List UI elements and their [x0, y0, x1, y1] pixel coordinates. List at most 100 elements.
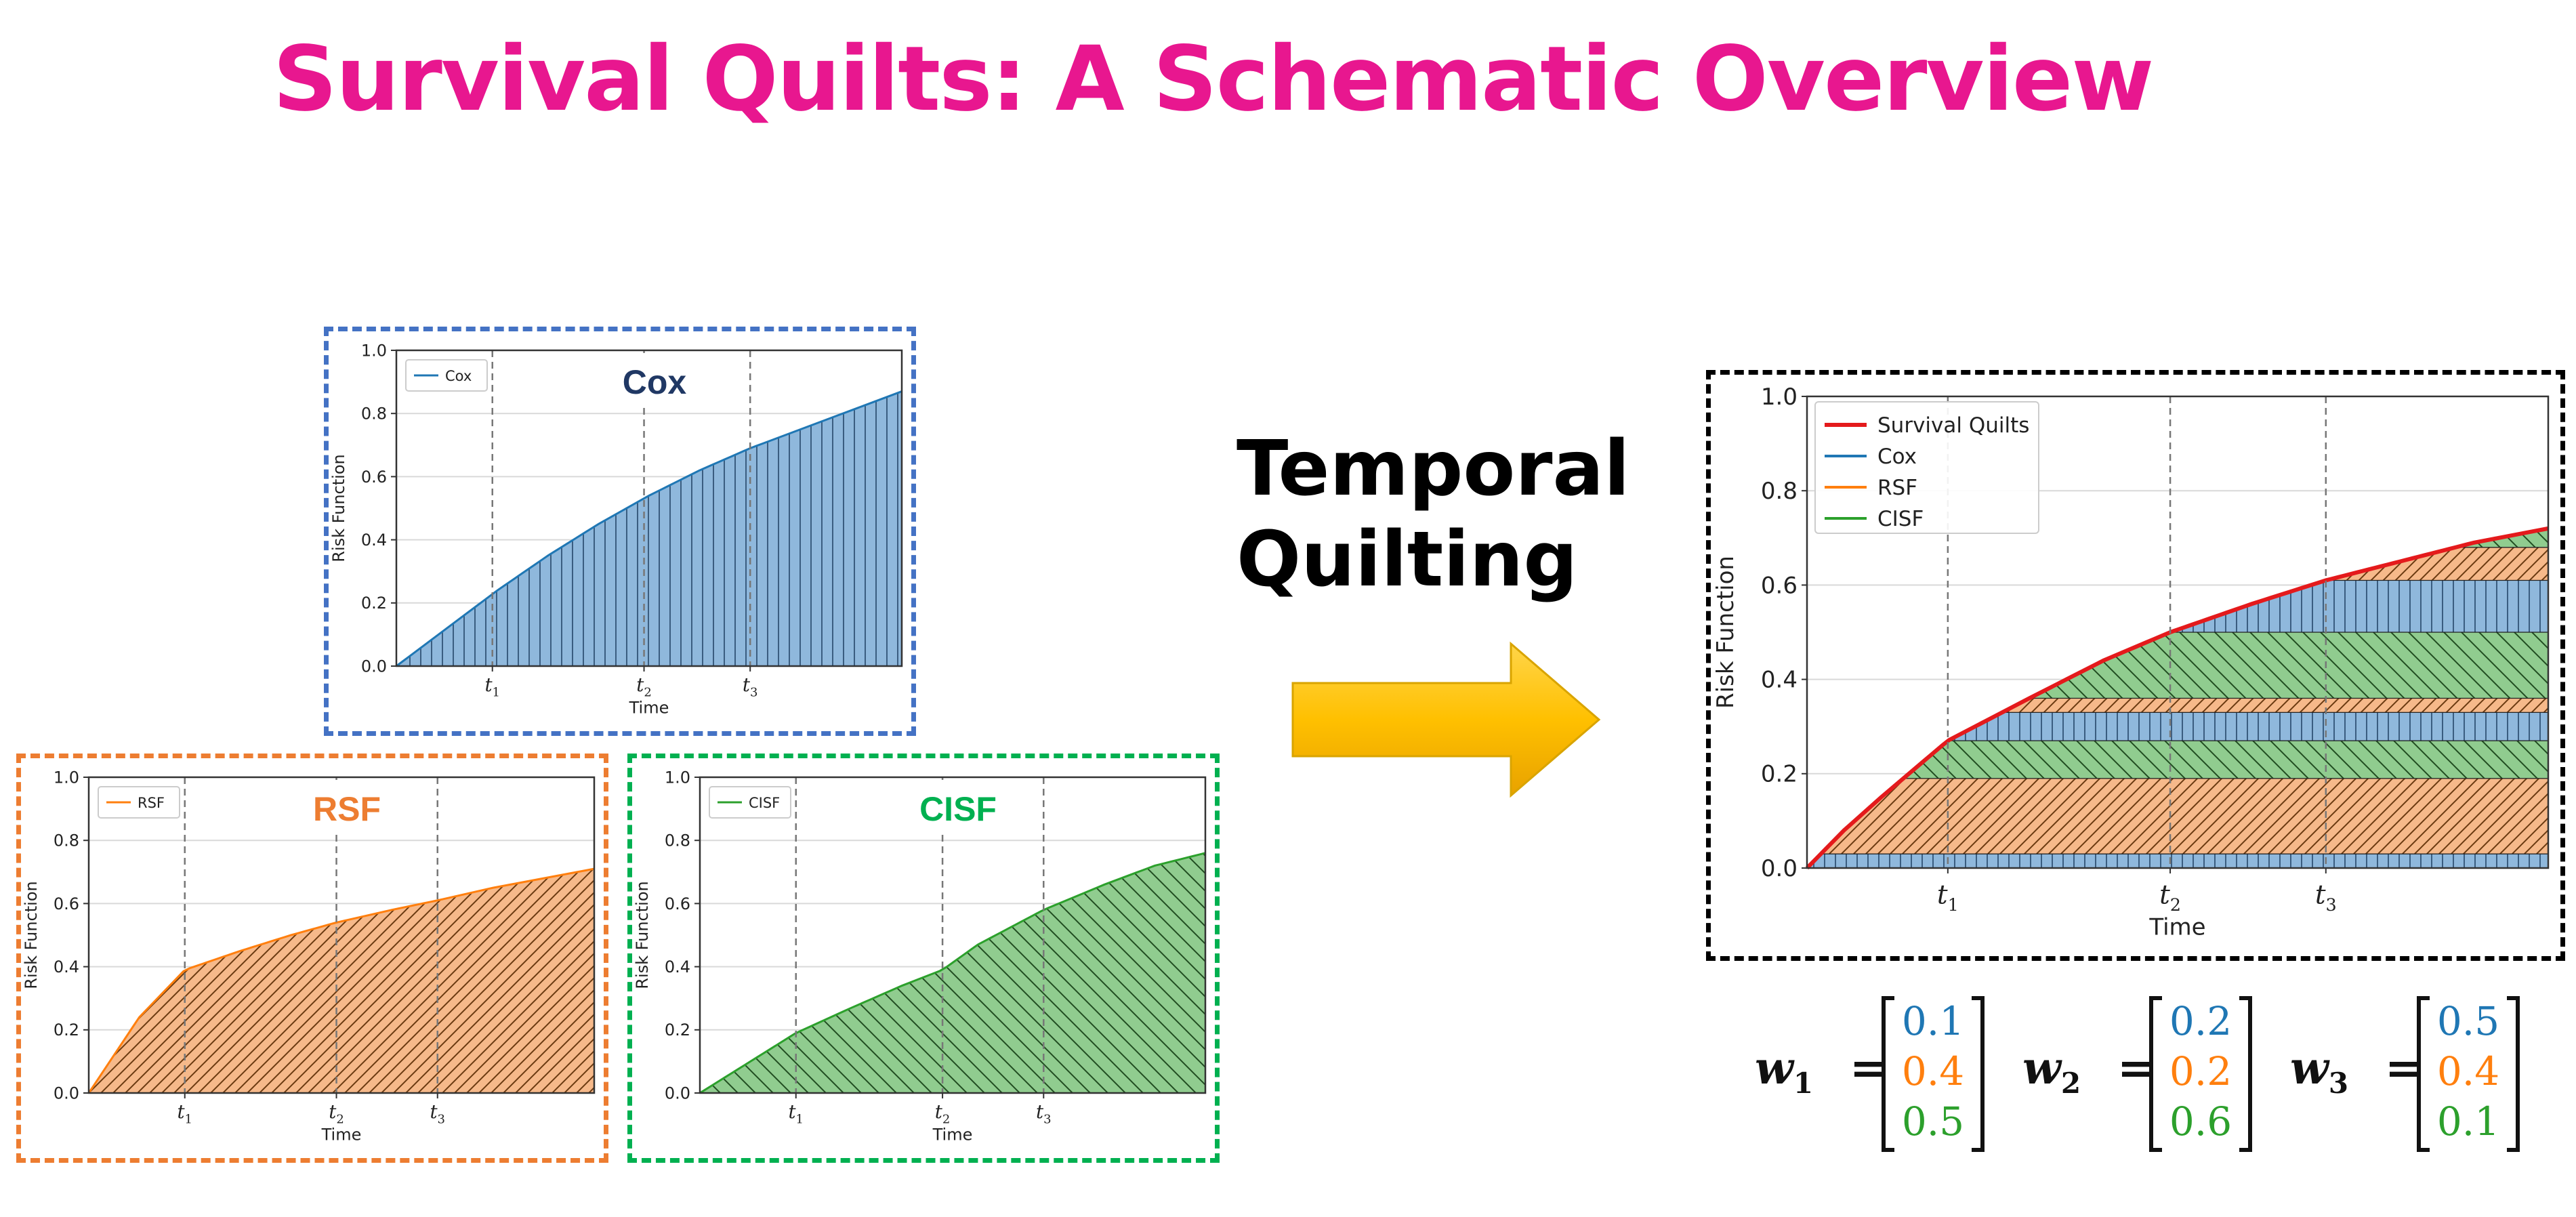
- weight-value: 0.6: [2169, 1098, 2232, 1144]
- legend: RSF: [98, 786, 180, 819]
- model-label-box: [887, 780, 1030, 834]
- x-axis-label: Time: [321, 1126, 362, 1144]
- cox-chart: 0.0 0.2 0.4 0.6 0.8 1.0 t1 t2 t3 Time Risk Functio…: [329, 341, 903, 718]
- quilt-band-rsf: [1807, 697, 2548, 713]
- x-tick-label: t2: [935, 1100, 951, 1126]
- cox-area: [396, 391, 902, 666]
- quilt-chart: 0.0 0.2 0.4 0.6 0.8 1.0 t1 t2 t3 Time Risk Functio…: [1712, 384, 2550, 941]
- y-tick-label: 0.4: [1761, 667, 1798, 694]
- cisf-area: [700, 852, 1205, 1093]
- rsf-area: [89, 869, 594, 1093]
- y-tick-label: 0.0: [361, 657, 387, 676]
- weight-value: 0.1: [2437, 1098, 2499, 1144]
- y-tick-label: 0.0: [1761, 855, 1798, 882]
- model-label-box: [276, 780, 419, 834]
- legend-entry: Cox: [445, 368, 472, 384]
- legend-entry: RSF: [138, 795, 165, 811]
- y-tick-label: 1.0: [665, 768, 690, 787]
- weight-value: 0.5: [2437, 998, 2499, 1044]
- x-tick-label: t1: [484, 674, 500, 699]
- cisf-curve: [699, 852, 1206, 1094]
- right-bracket: [2239, 996, 2252, 1152]
- rsf-panel: 0.0 0.2 0.4 0.6 0.8 1.0 t1 t2 t3 Time Risk Functio…: [16, 754, 608, 1163]
- quilt-band-cox: [1807, 579, 2548, 633]
- weight-value: 0.5: [1902, 1098, 1964, 1144]
- quilt-band-cox: [1807, 711, 2548, 741]
- cox-panel: 0.0 0.2 0.4 0.6 0.8 1.0 t1 t2 t3 Time Risk Functio…: [324, 327, 916, 736]
- quilt-band-cisf: [1807, 632, 2548, 699]
- y-tick-label: 0.4: [361, 531, 387, 550]
- right-bracket: [1972, 996, 1985, 1152]
- weight-symbol: w1: [1755, 1041, 1813, 1100]
- legend: Survival Quilts Cox RSF CISF: [1814, 401, 2039, 534]
- x-tick-label: t3: [2315, 880, 2337, 915]
- y-tick-label: 0.8: [361, 405, 387, 424]
- legend-entry: CISF: [1877, 507, 1924, 531]
- y-tick-label: 0.8: [1761, 478, 1798, 505]
- temporal-quilting-line1: Temporal: [1237, 425, 1630, 513]
- y-axis-label: Risk Function: [22, 881, 41, 989]
- weight-value: 0.2: [2169, 1048, 2232, 1094]
- temporal-quilting-line2: Quilting: [1237, 516, 1578, 604]
- y-tick-label: 0.4: [665, 957, 690, 976]
- axes-frame: [395, 349, 903, 667]
- y-tick-label: 0.6: [54, 894, 79, 913]
- x-axis-label: Time: [932, 1126, 973, 1144]
- legend-box: [1814, 401, 2039, 534]
- survival-quilts-curve: [1805, 526, 2549, 870]
- weight-vectors: w1 = 0.1 0.4 0.5 w2 = 0.2 0.2 0.6 w3 = 0.5 0.4 0.1: [1748, 986, 2576, 1162]
- weights-svg: w1 =0.10.40.5w2 =0.20.20.6w3 =0.50.40.1: [1755, 996, 2520, 1152]
- x-tick-label: t1: [1937, 880, 1959, 915]
- y-axis-label: Risk Function: [633, 881, 652, 989]
- y-tick-label: 0.4: [54, 957, 79, 976]
- weight-value: 0.4: [2437, 1048, 2499, 1094]
- y-tick-label: 0.6: [361, 468, 387, 487]
- legend-entry: CISF: [749, 795, 780, 811]
- y-tick-label: 0.0: [54, 1084, 79, 1102]
- x-tick-label: t2: [2159, 880, 2181, 915]
- x-tick-label: t2: [636, 674, 652, 699]
- axes-frame: [87, 776, 596, 1094]
- y-tick-label: 1.0: [1761, 384, 1798, 411]
- y-tick-label: 0.6: [1761, 572, 1798, 599]
- weight-symbol: w3: [2290, 1041, 2348, 1100]
- weight-value: 0.4: [1902, 1048, 1964, 1094]
- y-tick-label: 1.0: [361, 341, 387, 360]
- x-tick-label: t3: [430, 1100, 445, 1126]
- y-tick-label: 1.0: [54, 768, 79, 787]
- equals-sign: =: [1850, 1041, 1887, 1094]
- x-tick-label: t2: [329, 1100, 344, 1126]
- legend-box: [405, 359, 488, 392]
- legend-entry: RSF: [1877, 476, 1917, 500]
- quilt-band-cox: [1807, 853, 2548, 868]
- rsf-curve: [87, 867, 595, 1094]
- legend-box: [709, 786, 791, 819]
- left-bracket: [2149, 996, 2162, 1152]
- survival-quilts-panel: 0.0 0.2 0.4 0.6 0.8 1.0 t1 t2 t3 Time Risk Functio…: [1706, 370, 2565, 961]
- x-tick-label: t3: [1036, 1100, 1052, 1126]
- legend-entry: Survival Quilts: [1877, 413, 2029, 438]
- diagram-title: Survival Quilts: A Schematic Overview: [272, 27, 2155, 131]
- right-bracket: [2507, 996, 2520, 1152]
- axes-frame: [1806, 395, 2550, 869]
- quilt-band-cisf: [1807, 740, 2548, 779]
- right-arrow-icon: [1291, 641, 1601, 798]
- x-tick-label: t1: [788, 1100, 804, 1126]
- weight-symbol: w2: [2022, 1041, 2081, 1100]
- y-tick-label: 0.8: [665, 831, 690, 850]
- x-axis-label: Time: [2148, 914, 2205, 941]
- y-tick-label: 0.8: [54, 831, 79, 850]
- legend: CISF: [709, 786, 791, 819]
- y-tick-label: 0.0: [665, 1084, 690, 1102]
- model-label: CISF: [919, 790, 997, 828]
- equals-sign: =: [2117, 1041, 2155, 1094]
- cisf-chart: 0.0 0.2 0.4 0.6 0.8 1.0 t1 t2 t3 Time Risk Functio…: [633, 768, 1207, 1144]
- y-axis-label: Risk Function: [1712, 556, 1739, 709]
- cisf-panel: 0.0 0.2 0.4 0.6 0.8 1.0 t1 t2 t3 Time Risk Functio…: [627, 754, 1220, 1163]
- model-label-box: [583, 353, 726, 407]
- axes-frame: [699, 776, 1207, 1094]
- weight-vector-2: w2 =0.20.20.6: [2022, 996, 2252, 1152]
- quilt-bands: [1807, 528, 2548, 868]
- weight-value: 0.1: [1902, 998, 1964, 1044]
- quilt-band-rsf: [1807, 778, 2548, 854]
